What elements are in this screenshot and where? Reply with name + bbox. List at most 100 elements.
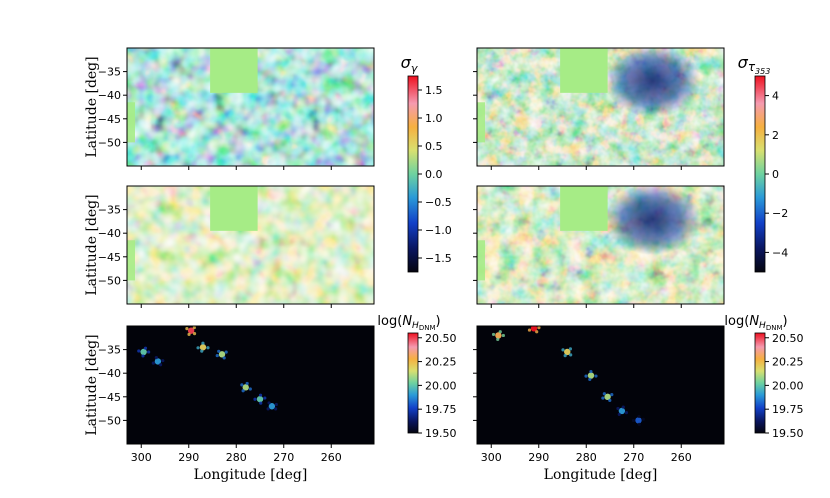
dnm-feature-speck — [187, 332, 191, 336]
dnm-feature-speck — [206, 346, 210, 350]
masked-edge — [477, 102, 485, 143]
x-tick-label: 280 — [576, 451, 597, 464]
masked-edge — [127, 102, 135, 143]
colorbar-gradient — [407, 75, 419, 273]
colorbar-tick-label: 19.75 — [425, 403, 457, 416]
dnm-feature-speck — [248, 387, 252, 391]
y-tick-label: −35 — [98, 66, 121, 79]
dnm-feature-speck — [616, 406, 620, 411]
y-tick-label: −45 — [98, 391, 121, 404]
dnm-feature-speck — [253, 397, 257, 401]
dnm-feature-speck — [192, 332, 197, 336]
x-tick-label: 300 — [481, 451, 502, 464]
axes-frame — [476, 325, 725, 445]
y-tick-label: −50 — [98, 136, 121, 149]
dnm-feature-speck — [624, 410, 629, 415]
colorbar-tick-label: 0 — [772, 168, 779, 181]
colorbar-tick-label: 1.0 — [425, 112, 443, 125]
dnm-feature-speck — [621, 405, 625, 409]
dnm-feature-speck — [501, 333, 505, 338]
dnm-feature-speck — [158, 363, 163, 367]
dnm-feature-speck — [240, 383, 244, 387]
axes-frame — [126, 185, 375, 305]
colorbar-tick-label: −2 — [772, 207, 788, 220]
dnm-feature-speck — [141, 354, 145, 358]
dnm-feature-speck — [217, 349, 221, 353]
y-tick-label: −40 — [98, 227, 121, 240]
dnm-feature-speck — [192, 326, 196, 330]
dnm-feature-speck — [147, 350, 151, 354]
dnm-feature-speck — [185, 327, 189, 331]
colorbar-tick-label: −4 — [772, 246, 788, 259]
colorbar-tick-label: 20.50 — [772, 332, 804, 345]
negative-residual-region — [604, 48, 701, 118]
dnm-feature-speck — [496, 337, 500, 342]
dnm-feature-speck — [637, 414, 641, 419]
colorbar-title: log(NHDNM) — [377, 314, 440, 332]
dnm-feature-speck — [584, 374, 588, 378]
dnm-feature-speck — [245, 381, 249, 386]
colorbar-tick-label: 20.25 — [425, 356, 457, 369]
x-tick-label: 280 — [226, 451, 247, 464]
y-axis-label: Latitude [deg] — [84, 56, 100, 157]
y-tick-label: −50 — [98, 414, 121, 427]
y-tick-label: −45 — [98, 251, 121, 264]
dnm-feature-speck — [154, 355, 158, 360]
colorbar-gamma: 1.5 1.0 0.5 0.0 −0.5 −1.0 −1.5 σγ — [401, 53, 452, 273]
dnm-feature-speck — [641, 417, 645, 421]
dnm-feature — [140, 348, 147, 356]
dnm-feature-speck — [594, 374, 598, 378]
y-tick-label: −40 — [98, 89, 121, 102]
x-tick-label: 290 — [528, 451, 549, 464]
colorbar-tick-label: −0.5 — [425, 196, 452, 209]
y-tick-label: −35 — [98, 344, 121, 357]
axes-frame — [126, 325, 375, 445]
masked-region — [210, 186, 258, 231]
y-axis-label: Latitude [deg] — [84, 334, 100, 435]
masked-region — [210, 48, 258, 93]
dnm-feature-speck — [608, 398, 612, 403]
x-tick-label: 270 — [273, 451, 294, 464]
colorbar-dnm: 20.50 20.25 20.00 19.75 19.50 log(NHDNM) — [724, 314, 803, 440]
dnm-feature-speck — [222, 356, 226, 360]
dnm-feature-speck — [201, 341, 205, 345]
dnm-feature-speck — [241, 389, 245, 393]
dnm-feature-speck — [637, 422, 641, 426]
axes-frame — [476, 47, 725, 167]
dnm-feature-speck — [601, 396, 605, 400]
dnm-feature-speck — [563, 353, 567, 358]
axes-frame — [476, 185, 725, 305]
axes-frame — [126, 47, 375, 167]
dnm-feature-speck — [259, 401, 263, 405]
dnm-feature-speck — [617, 412, 621, 416]
x-tick-label: 290 — [178, 451, 199, 464]
dnm-feature-speck — [568, 347, 573, 351]
colorbar-tick-label: −1.5 — [425, 252, 452, 265]
panel-b — [473, 47, 725, 170]
dnm-feature-speck — [589, 369, 593, 374]
dnm-feature — [187, 327, 195, 334]
x-axis-label: Longitude [deg] — [194, 467, 308, 483]
dnm-feature — [587, 372, 595, 379]
dnm-feature-speck — [258, 393, 263, 397]
panel-d — [473, 185, 725, 308]
colorbar-tick-label: 19.50 — [425, 427, 457, 440]
dnm-feature-speck — [161, 359, 165, 363]
dnm-feature — [604, 393, 611, 400]
x-tick-label: 260 — [671, 451, 692, 464]
dnm-feature — [495, 332, 502, 339]
colorbar-tick-label: −1.0 — [425, 224, 452, 237]
dnm-feature — [242, 384, 249, 391]
colorbar-gradient — [407, 332, 419, 434]
panel-f: 300 290 280 270 260 Longitude [deg] — [473, 325, 725, 483]
colorbar-title: σγ — [401, 53, 418, 75]
x-tick-label: 260 — [321, 451, 342, 464]
dnm-feature — [256, 395, 264, 403]
colorbar-tick-label: 20.00 — [772, 379, 804, 392]
dnm-feature-speck — [588, 377, 592, 382]
dnm-feature-speck — [569, 353, 573, 357]
colorbar-tick-label: 19.50 — [772, 427, 804, 440]
